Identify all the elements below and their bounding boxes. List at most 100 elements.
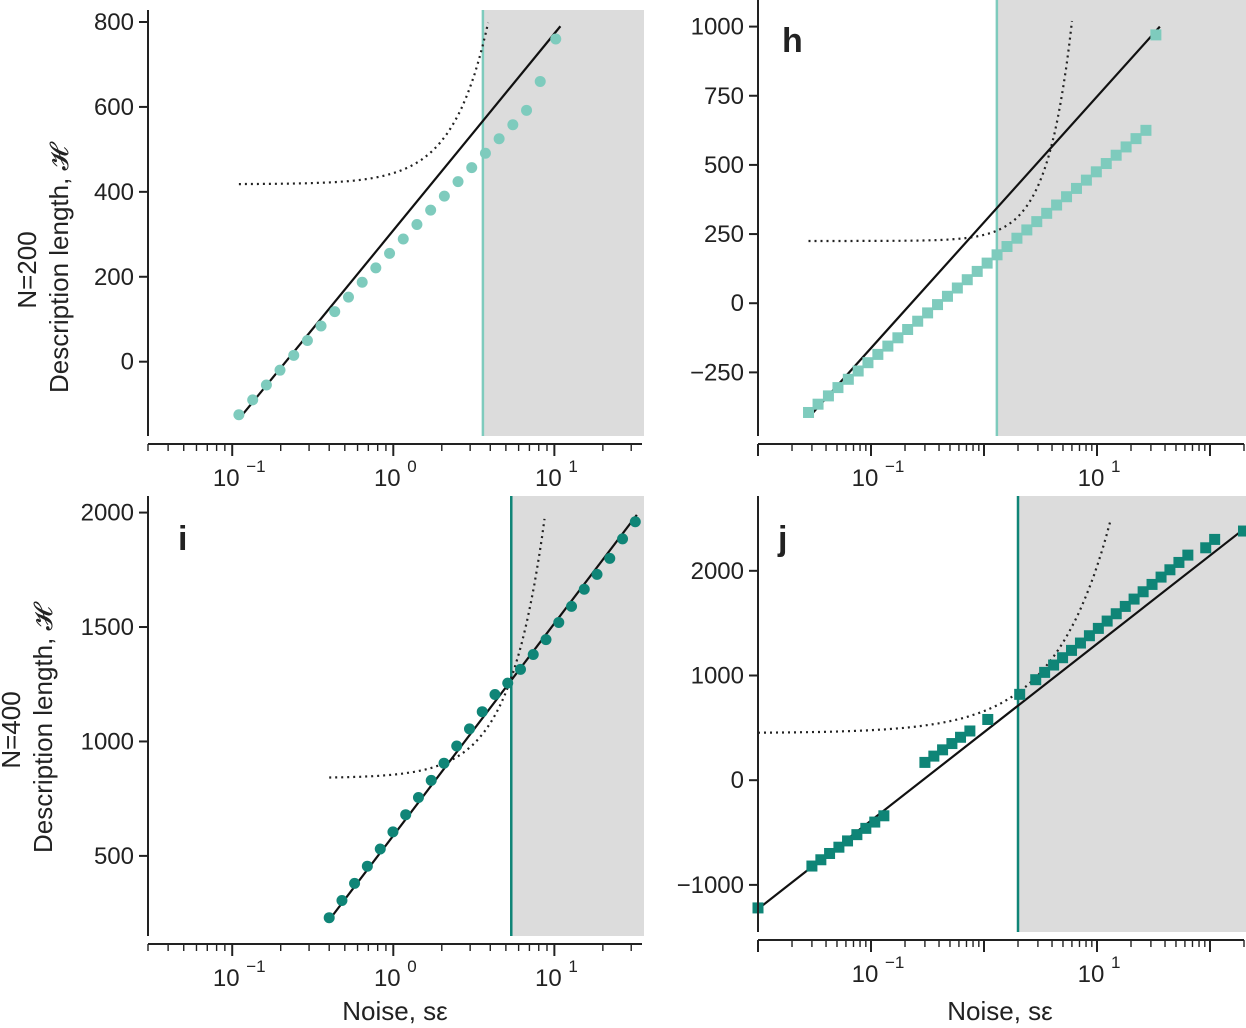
x-tick-label: 10 — [535, 465, 562, 492]
data-point — [288, 349, 300, 361]
data-point — [397, 233, 409, 245]
data-point — [1051, 199, 1063, 211]
data-point — [1110, 608, 1122, 620]
data-point — [1011, 232, 1023, 244]
data-point — [463, 723, 475, 735]
x-tick-label: 10 — [852, 961, 879, 988]
data-point — [425, 204, 437, 216]
data-point — [1030, 674, 1042, 686]
data-point — [400, 809, 412, 821]
x-tick-exponent: 0 — [407, 957, 416, 976]
data-point — [1173, 556, 1185, 568]
data-point — [1150, 29, 1162, 41]
data-point — [466, 162, 478, 174]
fit-line — [811, 25, 1161, 415]
data-point — [1100, 158, 1112, 170]
y-tick-label: 500 — [704, 152, 744, 179]
data-point — [842, 835, 854, 847]
data-point — [860, 822, 872, 834]
data-point — [629, 516, 641, 528]
data-point — [233, 409, 245, 421]
data-point — [812, 398, 824, 410]
y-tick-label: 1000 — [691, 663, 744, 690]
dotted-curve — [808, 20, 1074, 243]
data-point — [937, 744, 949, 756]
data-point — [872, 348, 884, 360]
data-point — [1130, 133, 1142, 145]
shaded-region — [511, 496, 644, 936]
data-point — [991, 249, 1003, 261]
data-point — [260, 379, 272, 391]
data-point — [932, 299, 944, 311]
data-point — [862, 357, 874, 369]
panel-letter: h — [782, 22, 803, 60]
data-point — [1080, 174, 1092, 186]
data-point — [1083, 630, 1095, 642]
x-tick-exponent: 1 — [568, 457, 577, 476]
data-point — [1031, 216, 1043, 228]
data-point — [803, 406, 815, 418]
data-point — [476, 706, 488, 718]
data-point — [1014, 688, 1026, 700]
data-point — [882, 340, 894, 352]
x-axis-label-right: Noise, sε — [947, 996, 1053, 1026]
y-tick-label: 1000 — [691, 14, 744, 41]
x-tick-label: 10 — [1078, 465, 1105, 492]
data-point — [955, 731, 967, 743]
data-point — [502, 677, 514, 689]
data-point — [301, 334, 313, 346]
panel-j: −1000 0 1000 2000 10 −1 10 1 j — [677, 496, 1246, 988]
x-tick-exponent: 1 — [1111, 953, 1120, 972]
data-point — [1110, 149, 1122, 161]
panel-letter: j — [777, 520, 787, 558]
x-tick-exponent: 0 — [407, 457, 416, 476]
data-point — [342, 291, 354, 303]
y-tick-label: −1000 — [677, 872, 744, 899]
data-point — [493, 133, 505, 145]
data-point — [842, 373, 854, 385]
data-point — [566, 600, 578, 612]
data-point — [534, 75, 546, 87]
x-tick-exponent: 1 — [568, 957, 577, 976]
data-point — [1039, 666, 1051, 678]
data-point — [1074, 637, 1086, 649]
y-tick-label: 750 — [704, 83, 744, 110]
x-tick-label: 10 — [213, 465, 240, 492]
row-label-bottom: N=400 Description length, 𝓗 — [0, 601, 58, 853]
data-point — [1140, 124, 1152, 136]
data-point — [451, 740, 463, 752]
data-point — [1021, 224, 1033, 236]
data-point — [1090, 166, 1102, 178]
data-point — [892, 332, 904, 344]
shaded-region — [1018, 496, 1246, 932]
data-point — [869, 816, 881, 828]
data-point — [553, 616, 565, 628]
y-tick-label: 200 — [94, 264, 134, 291]
row-label-top-ylabel: Description length, 𝓗 — [44, 141, 74, 393]
panel-letter: i — [178, 520, 187, 558]
data-point — [374, 843, 386, 855]
data-point — [507, 119, 519, 131]
data-point — [902, 324, 914, 335]
y-tick-label: 400 — [94, 179, 134, 206]
data-point — [1182, 549, 1194, 561]
data-point — [384, 247, 396, 259]
data-point — [971, 265, 983, 277]
data-point — [349, 877, 361, 889]
data-point — [438, 190, 450, 202]
data-point — [1146, 578, 1158, 590]
data-point — [247, 394, 259, 406]
data-point — [550, 33, 562, 45]
data-point — [941, 290, 953, 302]
y-tick-label: 1500 — [81, 614, 134, 641]
panel-g: 0 200 400 600 800 10 −1 10 0 10 1 — [94, 9, 644, 492]
data-point — [604, 552, 616, 564]
x-tick-exponent: −1 — [885, 457, 904, 476]
data-point — [912, 315, 924, 327]
data-point — [315, 320, 327, 332]
data-point — [964, 725, 976, 737]
data-point — [951, 282, 963, 294]
data-point — [822, 390, 834, 402]
data-point — [981, 257, 993, 269]
